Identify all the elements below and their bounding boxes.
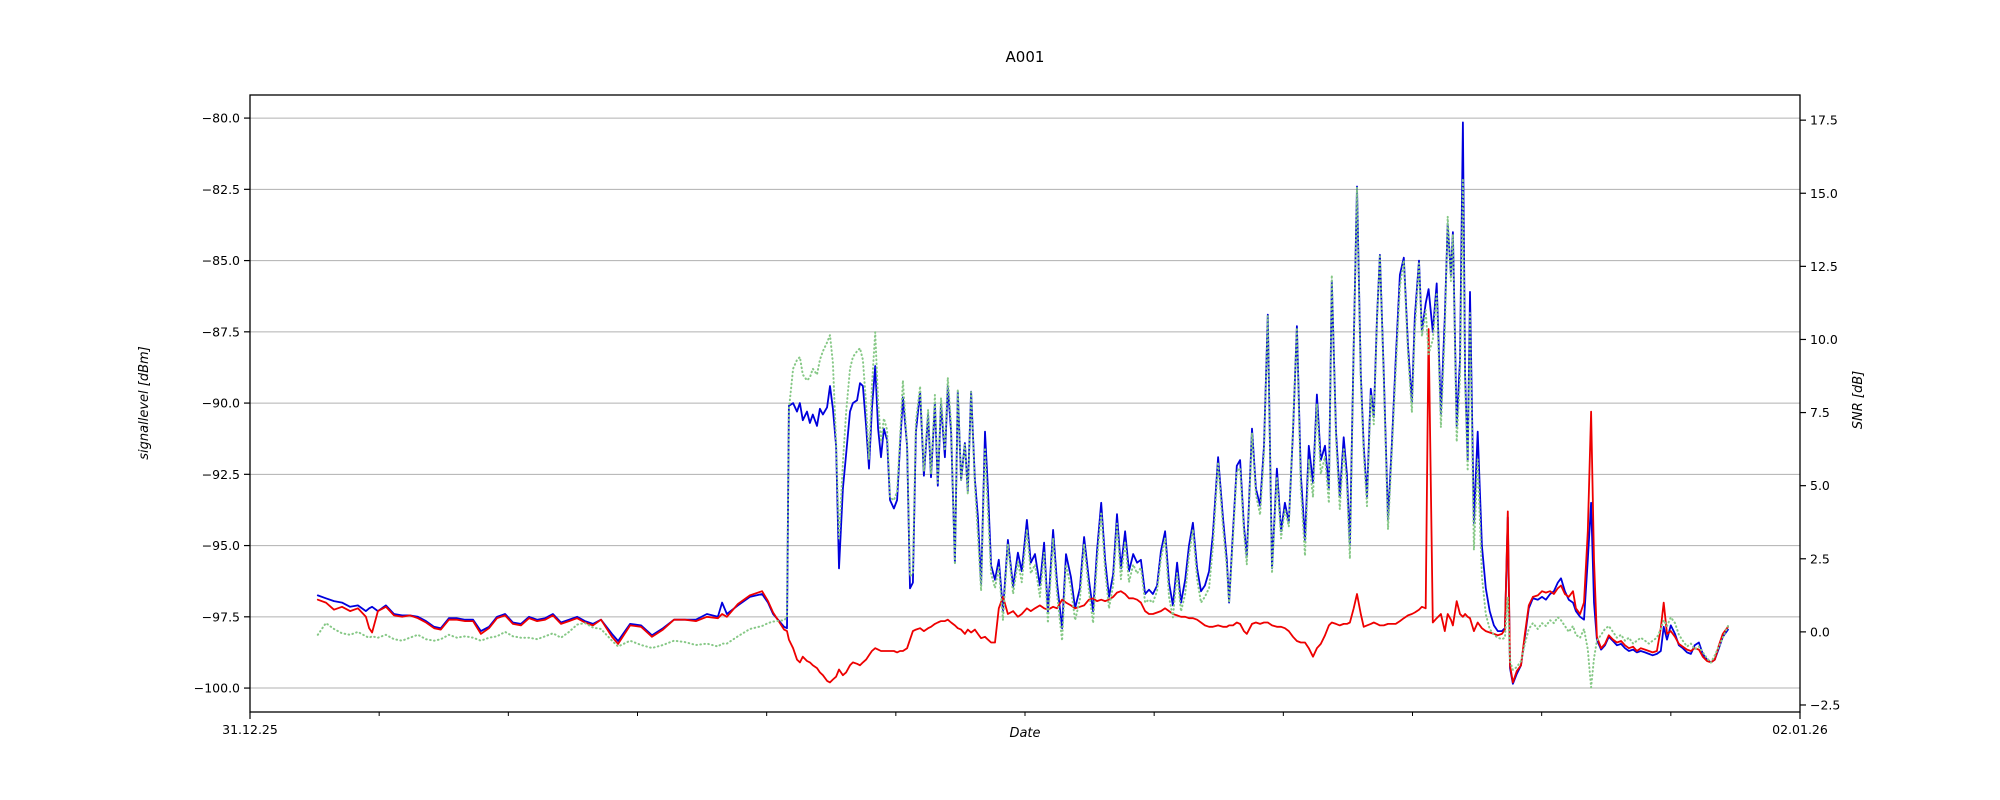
tick-label-left: −85.0 — [202, 253, 240, 268]
x-tick-label-end: 02.01.26 — [1772, 722, 1828, 737]
tick-label-left: −90.0 — [202, 396, 240, 411]
y-axis-tick-labels-right: 17.5 15.0 12.5 10.0 7.5 5.0 2.5 0.0 −2.5 — [1810, 113, 1840, 713]
tick-label-left: −80.0 — [202, 111, 240, 126]
tick-label-right: 0.0 — [1810, 624, 1830, 639]
tick-label-right: −2.5 — [1810, 697, 1840, 712]
y-axis-label-right: SNR [dB] — [1851, 371, 1866, 429]
tick-label-right: 12.5 — [1810, 259, 1838, 274]
series-signallevel-red — [316, 328, 1729, 684]
tick-label-right: 15.0 — [1810, 186, 1838, 201]
tick-label-left: −92.5 — [202, 467, 240, 482]
tick-label-right: 17.5 — [1810, 113, 1838, 128]
series-line-snr — [316, 177, 1729, 689]
tick-label-left: −82.5 — [202, 182, 240, 197]
tick-label-right: 2.5 — [1810, 551, 1830, 566]
series-line-signallevel_2 — [316, 328, 1729, 684]
x-axis-tick-labels: 31.12.25 02.01.26 — [222, 722, 1828, 737]
gridlines — [250, 117, 1800, 689]
tick-label-left: −87.5 — [202, 324, 240, 339]
y-axis-tick-labels-left: −80.0 −82.5 −85.0 −87.5 −90.0 −92.5 −95.0 −97.5… — [194, 111, 240, 696]
series-snr-dotted — [316, 177, 1729, 689]
y-axis-label-left: signallevel [dBm] — [137, 346, 152, 459]
tick-label-left: −100.0 — [194, 681, 240, 696]
tick-label-left: −97.5 — [202, 609, 240, 624]
x-axis-label: Date — [1009, 726, 1040, 741]
tick-label-right: 5.0 — [1810, 478, 1830, 493]
axis-ticks — [244, 117, 1806, 719]
tick-label-right: 7.5 — [1810, 405, 1830, 420]
tick-label-left: −95.0 — [202, 538, 240, 553]
tick-label-right: 10.0 — [1810, 332, 1838, 347]
x-tick-label-start: 31.12.25 — [222, 722, 278, 737]
chart-title: A001 — [1006, 48, 1045, 66]
